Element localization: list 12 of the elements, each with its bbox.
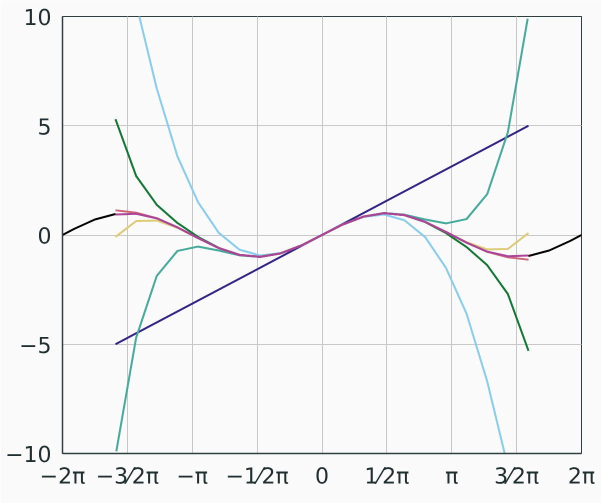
x-tick-label: 2π [568,464,596,490]
x-tick-label: −1⁄2π [225,464,289,490]
x-tick-label: 3⁄2π [494,464,540,490]
y-tick-label: 5 [38,115,52,140]
y-tick-label: 10 [24,6,52,31]
x-tick-label: −3⁄2π [96,464,160,490]
x-tick-label: 0 [315,464,329,490]
x-tick-label: π [445,464,458,490]
y-tick-label: 0 [38,224,52,250]
y-tick-label: −5 [19,334,52,359]
x-tick-label: −π [176,464,208,490]
x-tick-label: 1⁄2π [364,464,410,490]
